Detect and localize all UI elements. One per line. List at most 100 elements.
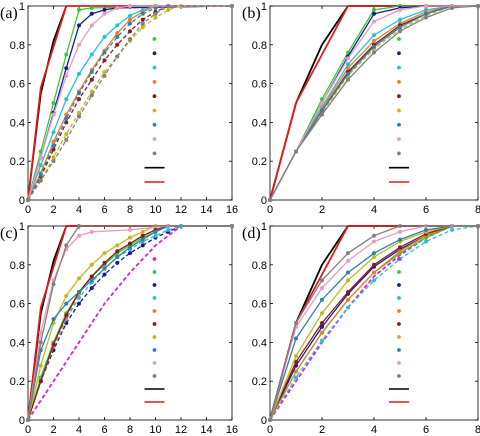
legend-marker-orange xyxy=(152,309,157,313)
data-point-maroon xyxy=(140,233,145,238)
panel-label: (c) xyxy=(0,225,18,242)
legend-marker-pink xyxy=(397,137,401,142)
x-tick-label: 0 xyxy=(267,424,273,436)
data-point-navy xyxy=(140,243,145,248)
y-tick-label: 0.2 xyxy=(252,376,267,388)
data-point-steel xyxy=(346,71,350,76)
data-point-olive xyxy=(38,363,43,368)
data-point-navy xyxy=(89,286,94,291)
data-point-gray xyxy=(268,418,272,422)
data-point-steel xyxy=(128,21,132,26)
x-tick-label: 2 xyxy=(50,204,56,216)
data-point-maroon xyxy=(294,359,298,364)
data-point-pink xyxy=(346,258,350,263)
data-point-olive xyxy=(128,235,132,240)
data-point-olive xyxy=(89,89,94,94)
series-line-olive xyxy=(27,225,232,421)
data-point-pink xyxy=(38,155,43,160)
legend-marker-orange xyxy=(397,80,401,84)
data-point-steel xyxy=(38,172,43,177)
y-tick-label: 0.6 xyxy=(10,299,25,311)
data-point-steel xyxy=(115,35,120,40)
legend-marker-green xyxy=(152,270,157,274)
x-tick-label: 4 xyxy=(76,424,82,436)
data-point-cyan xyxy=(153,233,158,238)
y-tick-label: 0.2 xyxy=(10,376,25,388)
data-point-gray xyxy=(26,418,30,422)
legend-marker-navy xyxy=(397,51,401,56)
data-point-pink xyxy=(89,23,94,28)
data-point-steel xyxy=(320,297,324,302)
data-point-pink xyxy=(398,7,402,12)
legend-marker-green xyxy=(397,37,401,41)
legend-marker-steel xyxy=(397,122,401,127)
data-point-gray xyxy=(51,282,56,287)
y-tick-label: 0.2 xyxy=(10,156,25,168)
data-point-olive xyxy=(346,278,350,283)
data-point-steel xyxy=(102,50,107,55)
data-point-steel xyxy=(51,143,56,148)
data-point-steel xyxy=(320,108,324,113)
data-point-olive xyxy=(102,69,107,74)
legend-marker-olive xyxy=(152,108,157,113)
data-point-steel xyxy=(140,237,145,242)
x-tick-label: 14 xyxy=(200,204,212,216)
data-point-olive xyxy=(89,262,94,267)
y-tick-label: 0.4 xyxy=(252,337,267,349)
data-point-steel xyxy=(102,266,107,271)
data-point-olive xyxy=(372,255,376,260)
data-point-navy xyxy=(115,260,120,265)
data-point-maroon xyxy=(320,321,324,325)
data-point-orange xyxy=(346,297,350,302)
x-tick-label: 4 xyxy=(371,204,377,216)
data-point-gray xyxy=(115,54,120,59)
data-point-cyan xyxy=(128,13,132,18)
data-point-gray xyxy=(450,5,454,10)
series-line-cyan xyxy=(27,225,232,421)
legend-marker-orange xyxy=(152,80,157,84)
data-point-cyan xyxy=(38,163,43,168)
data-point-pink xyxy=(128,227,132,232)
data-point-gray xyxy=(398,29,402,34)
x-tick-label: 0 xyxy=(25,424,31,436)
data-point-pink xyxy=(128,4,132,8)
panel-label: (b) xyxy=(242,5,261,22)
series-line-red xyxy=(27,5,232,201)
data-point-gray xyxy=(38,178,43,183)
data-point-maroon xyxy=(398,245,402,250)
y-tick-label: 1 xyxy=(19,1,25,13)
data-point-olive xyxy=(140,25,145,30)
data-point-maroon xyxy=(115,42,120,47)
series-line-magenta xyxy=(27,225,232,421)
data-point-gray xyxy=(424,15,428,20)
y-tick-label: 0.2 xyxy=(252,156,267,168)
data-point-navy xyxy=(77,23,81,28)
series-line-gray xyxy=(27,225,232,421)
y-tick-label: 0.6 xyxy=(252,79,267,91)
legend-marker-cyan xyxy=(152,65,157,70)
legend-marker-gray xyxy=(152,374,157,378)
data-point-cyan xyxy=(102,35,107,40)
data-point-steel xyxy=(424,227,428,232)
series-line-green xyxy=(27,5,233,201)
legend xyxy=(144,37,165,183)
legend-marker-cyan xyxy=(397,296,401,300)
data-point-pink xyxy=(372,239,376,244)
data-point-orange xyxy=(294,369,298,374)
data-point-cyan xyxy=(346,62,350,67)
data-point-gray xyxy=(476,4,480,8)
data-point-gray xyxy=(230,224,234,228)
series-line-navy xyxy=(27,225,232,421)
data-point-maroon xyxy=(64,313,69,318)
data-point-steel xyxy=(294,336,298,341)
data-point-steel xyxy=(77,289,81,294)
data-point-orange xyxy=(398,249,402,254)
x-tick-label: 4 xyxy=(371,424,377,436)
data-point-steel xyxy=(153,229,158,234)
data-point-cyan xyxy=(346,305,350,310)
data-point-gray xyxy=(372,233,376,238)
data-point-navy xyxy=(89,11,94,16)
y-tick-label: 0 xyxy=(261,195,267,207)
x-tick-label: 16 xyxy=(226,424,238,436)
x-tick-label: 0 xyxy=(267,204,273,216)
